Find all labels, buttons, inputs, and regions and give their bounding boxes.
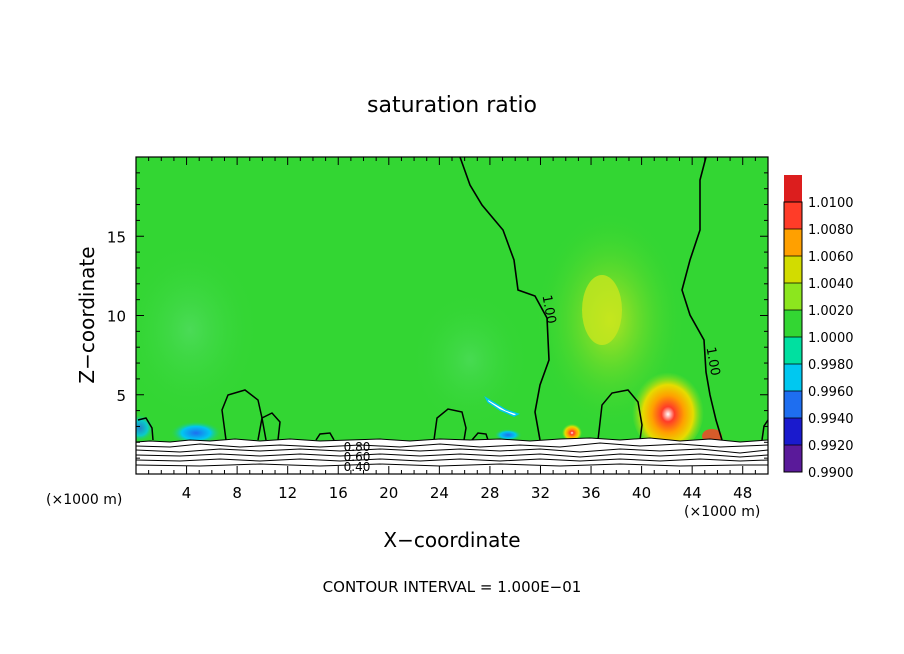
x-tick-label: 24	[430, 484, 449, 502]
contour-cloud-3	[433, 408, 467, 441]
chart-title: saturation ratio	[367, 93, 537, 118]
field-feature-dry-left	[170, 421, 222, 445]
colorbar-swatch	[784, 229, 802, 256]
y-axis: 5 10 15	[107, 172, 768, 459]
field-feature-dry-edge	[136, 414, 154, 442]
x-tick-label: 8	[232, 484, 242, 502]
contour-label: 1.00	[539, 294, 559, 325]
contour-label: 1.00	[703, 346, 723, 377]
colorbar-swatch	[784, 418, 802, 445]
colorbar-label: 0.9940	[808, 412, 854, 427]
colorbar-label: 1.0040	[808, 277, 854, 292]
contour-1-00-center	[459, 157, 550, 441]
colorbar-label: 0.9920	[808, 439, 854, 454]
y-tick-label: 10	[107, 308, 126, 326]
colorbar-label: 1.0080	[808, 223, 854, 238]
contour-label: 0.40	[344, 460, 371, 474]
x-tick-label: 44	[683, 484, 702, 502]
field-feature-streak	[484, 396, 520, 417]
y-tick-label: 5	[116, 387, 126, 405]
x-tick-label: 4	[182, 484, 192, 502]
field-feature-left-haze	[136, 240, 260, 420]
contour-cloud-4	[597, 389, 643, 441]
x-axis-label: X−coordinate	[383, 528, 520, 552]
x-tick-label: 32	[531, 484, 550, 502]
x-tick-label: 12	[278, 484, 297, 502]
x-tick-label: 40	[632, 484, 651, 502]
colorbar-label: 1.0060	[808, 250, 854, 265]
plot-area	[136, 157, 768, 474]
x-unit-right: (×1000 m)	[684, 504, 760, 520]
colorbar-swatch	[784, 391, 802, 418]
contour-cloud-2	[257, 412, 281, 441]
colorbar-label: 0.9900	[808, 466, 854, 481]
field-feature-hotspot	[632, 368, 704, 452]
x-tick-label: 48	[733, 484, 752, 502]
colorbar: 0.9900 0.9920 0.9940 0.9960 0.9980 1.0000 1.00…	[783, 175, 854, 481]
x-tick-label: 20	[379, 484, 398, 502]
y-tick-label: 15	[107, 228, 126, 246]
x-axis: 4 8 12 16 20 24 28 32 36 40 44 48	[148, 157, 756, 502]
field-feature-dry-mid	[494, 429, 522, 441]
contour-1-00-right	[681, 157, 723, 441]
colorbar-label: 0.9980	[808, 358, 854, 373]
y-axis-label: Z−coordinate	[75, 246, 99, 383]
colorbar-swatch	[784, 310, 802, 337]
colorbar-label: 1.0020	[808, 304, 854, 319]
colorbar-swatch	[784, 256, 802, 283]
contour-cloud-7	[471, 432, 489, 441]
x-tick-label: 28	[480, 484, 499, 502]
colorbar-swatch	[784, 337, 802, 364]
colorbar-swatch	[784, 175, 802, 202]
contour-cloud-5	[137, 417, 154, 441]
contour-label: 0.80	[344, 440, 371, 454]
x-unit-left: (×1000 m)	[46, 492, 122, 508]
colorbar-label: 0.9960	[808, 385, 854, 400]
contour-label: 0.60	[344, 450, 371, 464]
terrain-fill	[136, 438, 768, 474]
contour-cloud-6	[315, 432, 335, 441]
colorbar-swatch	[784, 202, 802, 229]
colorbar-label: 1.0000	[808, 331, 854, 346]
terrain-contours	[136, 437, 768, 467]
colorbar-frame	[783, 201, 803, 473]
field-feature-hotspot-small	[562, 423, 582, 441]
field-feature-mid-haze	[410, 290, 530, 430]
x-tick-label: 16	[329, 484, 348, 502]
colorbar-swatch	[784, 283, 802, 310]
colorbar-swatch	[784, 445, 802, 472]
x-tick-label: 36	[581, 484, 600, 502]
colorbar-label: 1.0100	[808, 196, 854, 211]
field-feature-plume-core	[582, 275, 622, 345]
contour-interval-note: CONTOUR INTERVAL = 1.000E−01	[323, 578, 582, 596]
colorbar-swatch	[784, 364, 802, 391]
